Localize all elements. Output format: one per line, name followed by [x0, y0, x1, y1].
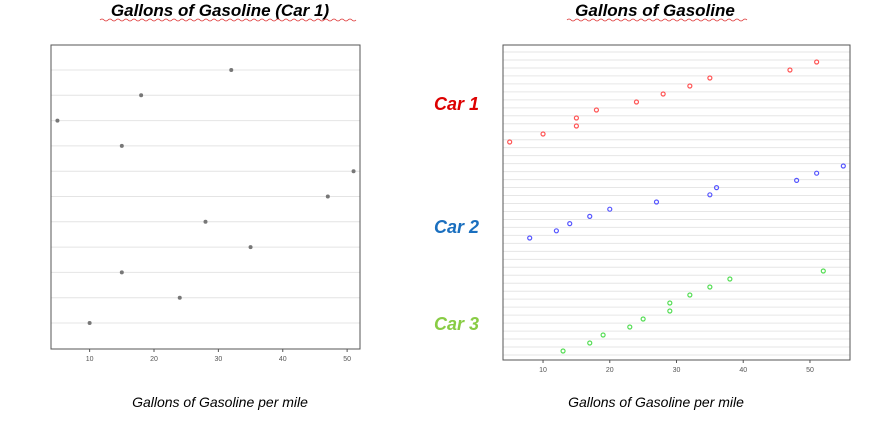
right-data-point-car-3 [627, 324, 633, 330]
left-x-tick-label: 10 [86, 356, 94, 363]
left-chart: Gallons of Gasoline (Car 1) 10 20 30 40 50 G… [50, 1, 361, 410]
right-data-point-car-1 [787, 67, 793, 73]
right-data-point-car-3 [587, 340, 593, 346]
right-data-point-car-1 [814, 59, 820, 65]
right-data-point-car-1 [573, 115, 580, 121]
right-x-tick-label: 40 [739, 367, 747, 374]
right-data-point-car-3 [820, 268, 826, 274]
right-x-axis: 10 20 30 40 50 [539, 360, 814, 374]
left-x-axis: 10 20 30 40 50 [86, 349, 351, 363]
right-chart-title: Gallons of Gasoline [575, 1, 735, 20]
left-data-point [119, 270, 124, 275]
right-data-point-car-1 [573, 123, 580, 129]
left-chart-title: Gallons of Gasoline (Car 1) [111, 1, 330, 20]
right-data-point-car-2 [707, 192, 713, 198]
left-plot-frame [50, 44, 361, 350]
left-data-point [203, 219, 208, 224]
right-data-point-car-2 [713, 185, 720, 191]
right-data-point-car-2 [527, 235, 533, 241]
right-data-point-car-2 [840, 163, 846, 169]
left-data-point [248, 245, 253, 250]
left-data-points [55, 68, 356, 325]
left-data-point [119, 143, 124, 148]
right-data-point-car-1 [633, 99, 640, 105]
right-data-point-car-1 [660, 91, 666, 97]
right-data-point-car-2 [814, 170, 820, 176]
right-data-points [507, 59, 846, 354]
right-series-labels: Car 1 Car 2 Car 3 [434, 94, 479, 334]
left-data-point [177, 295, 182, 300]
right-data-point-car-2 [794, 177, 800, 183]
right-data-point-car-2 [553, 228, 559, 234]
right-data-point-car-1 [707, 75, 713, 81]
right-data-point-car-2 [607, 206, 613, 212]
right-data-point-car-3 [707, 284, 713, 290]
left-data-point [351, 169, 356, 174]
right-data-point-car-3 [667, 308, 673, 314]
right-data-point-car-1 [593, 107, 600, 113]
right-title-spellcheck-underline [566, 18, 748, 22]
left-x-tick-label: 50 [343, 356, 351, 363]
right-plot-gridlines [503, 51, 850, 356]
left-data-point [229, 68, 234, 72]
series-label-car-1: Car 1 [434, 94, 479, 114]
left-data-point [325, 194, 330, 199]
right-data-point-car-3 [560, 348, 566, 354]
series-label-car-2: Car 2 [434, 217, 479, 237]
right-data-point-car-3 [640, 316, 646, 322]
left-x-tick-label: 20 [150, 356, 158, 363]
left-x-tick-label: 40 [279, 356, 287, 363]
right-data-point-car-2 [587, 213, 593, 219]
right-data-point-car-2 [653, 199, 660, 205]
left-x-tick-label: 30 [214, 356, 222, 363]
left-data-point [87, 321, 92, 325]
left-data-point [55, 118, 60, 123]
right-x-tick-label: 50 [806, 367, 814, 374]
right-x-tick-label: 10 [539, 367, 547, 374]
right-data-point-car-3 [727, 276, 733, 282]
right-data-point-car-2 [567, 221, 573, 227]
right-chart: Gallons of Gasoline 10 20 30 40 50 Car 1Car … [434, 1, 851, 410]
left-x-axis-label: Gallons of Gasoline per mile [132, 394, 308, 410]
left-data-point [139, 93, 144, 98]
right-x-tick-label: 30 [673, 367, 681, 374]
right-data-point-car-1 [507, 139, 513, 145]
right-x-tick-label: 20 [606, 367, 614, 374]
series-label-car-3: Car 3 [434, 314, 479, 334]
right-x-axis-label: Gallons of Gasoline per mile [568, 394, 744, 410]
right-data-point-car-1 [687, 83, 693, 89]
right-data-point-car-3 [600, 332, 606, 338]
left-plot-gridlines [51, 69, 360, 324]
right-data-point-car-3 [667, 300, 673, 306]
left-title-spellcheck-underline [99, 18, 357, 22]
right-data-point-car-3 [687, 292, 693, 298]
right-data-point-car-1 [540, 131, 546, 137]
